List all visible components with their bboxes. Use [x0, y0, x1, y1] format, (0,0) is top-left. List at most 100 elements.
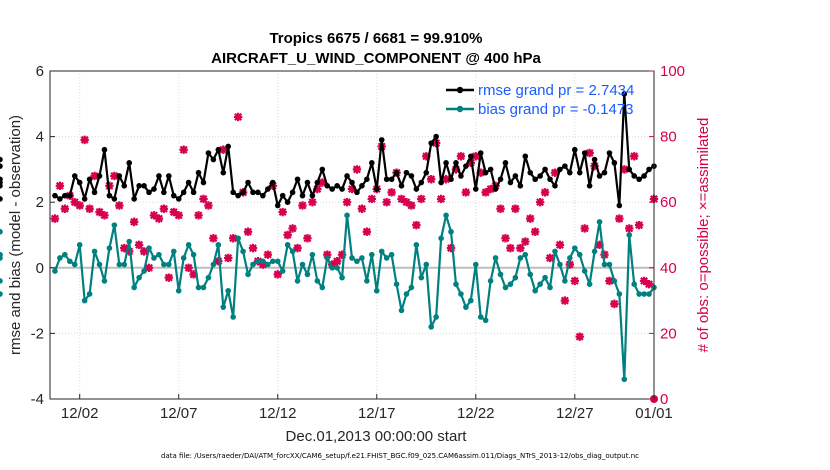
bias-point — [631, 281, 637, 288]
bias-point — [393, 281, 400, 288]
rmse-point — [601, 169, 608, 176]
x-tick-label: 12/07 — [160, 405, 198, 422]
obs-marker — [100, 211, 109, 220]
obs-marker — [629, 152, 639, 161]
bias-point — [81, 297, 88, 304]
obs-marker — [169, 207, 178, 217]
rmse-point — [0, 196, 3, 202]
legend-bias-label: bias grand pr = -0.1473 — [478, 101, 634, 118]
bias-point — [388, 251, 395, 258]
rmse-point — [502, 160, 509, 166]
bias-point — [260, 258, 266, 265]
y-right-tick-label: 20 — [660, 325, 677, 342]
obs-marker — [382, 198, 391, 207]
obs-marker — [90, 171, 99, 181]
obs-marker — [575, 332, 584, 341]
x-tick-label: 12/02 — [61, 405, 99, 422]
obs-marker — [174, 211, 183, 220]
bias-point — [284, 242, 291, 248]
bias-point — [492, 255, 499, 261]
obs-marker — [615, 214, 624, 223]
rmse-point — [57, 196, 63, 202]
rmse-point — [636, 176, 642, 183]
rmse-point — [180, 189, 187, 196]
rmse-point — [81, 196, 88, 202]
rmse-point — [200, 179, 207, 186]
bias-point — [408, 284, 415, 291]
bias-point — [136, 274, 142, 281]
obs-marker — [550, 168, 560, 177]
rmse-point — [0, 176, 3, 183]
rmse-point — [151, 186, 157, 192]
rmse-point — [482, 169, 489, 176]
obs-marker — [129, 217, 139, 227]
bias-point — [71, 261, 78, 268]
rmse-point — [96, 173, 103, 179]
obs-marker — [164, 273, 174, 282]
obs-marker — [224, 253, 233, 263]
bias-point — [567, 255, 573, 261]
bias-point — [106, 245, 113, 251]
bias-point — [161, 261, 167, 268]
bias-point — [463, 304, 469, 310]
bias-point — [487, 278, 494, 284]
bias-point — [190, 251, 197, 258]
rmse-point — [443, 160, 449, 166]
x-axis: 12/02 12/07 12/12 12/17 12/22 12/27 01/01 — [61, 394, 673, 422]
rmse-point — [52, 192, 58, 199]
bias-point — [175, 287, 182, 294]
bias-point — [57, 255, 63, 261]
obs-marker — [570, 276, 579, 286]
bias-point — [304, 271, 311, 278]
rmse-point — [111, 196, 118, 202]
rmse-point — [67, 192, 73, 199]
rmse-point — [423, 169, 430, 176]
bias-point — [606, 261, 613, 268]
rmse-point — [448, 176, 454, 183]
rmse-point — [497, 176, 504, 183]
obs-marker — [417, 194, 426, 204]
bias-point — [96, 261, 103, 268]
obs-marker — [139, 247, 149, 256]
bias-point — [339, 274, 345, 281]
rmse-point — [210, 156, 217, 163]
obs-marker — [605, 276, 614, 286]
obs-marker — [55, 181, 65, 190]
obs-marker — [501, 234, 510, 243]
bias-point — [547, 284, 553, 291]
obs-marker — [511, 204, 520, 213]
obs-marker — [526, 214, 535, 223]
bias-point — [146, 245, 152, 251]
obs-marker — [634, 220, 644, 230]
obs-marker — [219, 145, 228, 154]
bias-point — [279, 268, 286, 274]
bias-point — [636, 291, 642, 297]
obs-marker — [407, 201, 416, 210]
y-right-tick-label: 0 — [660, 391, 668, 408]
rmse-point — [220, 169, 227, 176]
bias-point — [67, 258, 73, 265]
bias-point — [265, 261, 271, 268]
obs-marker — [110, 171, 119, 181]
rmse-point — [225, 143, 232, 150]
rmse-point — [146, 189, 152, 196]
obs-marker — [115, 201, 124, 210]
obs-marker — [402, 198, 411, 207]
bias-point — [274, 258, 281, 265]
rmse-point — [309, 192, 316, 199]
bias-point — [433, 314, 439, 320]
rmse-point — [378, 137, 385, 143]
rmse-point — [552, 183, 558, 189]
bias-point — [220, 304, 227, 310]
rmse-point — [373, 186, 380, 192]
obs-marker — [427, 175, 436, 184]
obs-series — [51, 113, 659, 403]
bias-point — [101, 278, 108, 284]
bias-point — [458, 291, 464, 297]
bias-point — [131, 284, 137, 291]
rmse-point — [532, 176, 538, 183]
y-left-tick-label: 6 — [36, 63, 44, 80]
rmse-point — [626, 166, 633, 173]
rmse-point — [284, 199, 291, 205]
